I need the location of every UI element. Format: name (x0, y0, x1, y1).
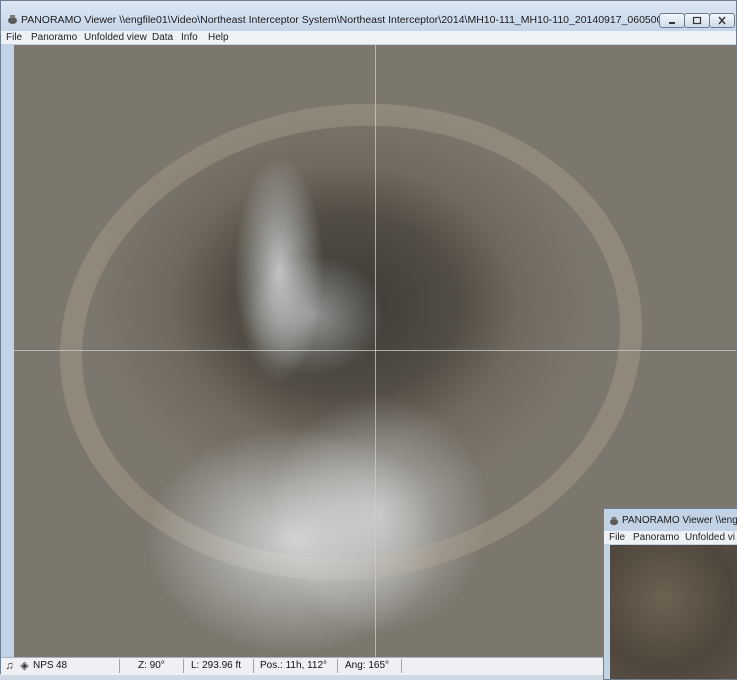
water-flow (144, 425, 444, 655)
status-bar: ♫ ◈ NPS 48 Z: 90° L: 293.96 ft Pos.: 11h… (1, 657, 736, 675)
menu-info[interactable]: Info (181, 32, 198, 43)
menu-data[interactable]: Data (152, 32, 174, 43)
window-title: PANORAMO Viewer \\engfile01\Video\Northe… (21, 14, 694, 26)
maximize-button[interactable] (684, 13, 710, 28)
menu-panoramo[interactable]: Panoramo (31, 32, 78, 43)
crosshair-vertical (375, 45, 376, 657)
length-readout: L: 293.96 ft (191, 660, 242, 671)
second-menu-unfolded-view[interactable]: Unfolded vi (685, 532, 736, 543)
position-readout: Pos.: 11h, 112° (260, 660, 328, 671)
second-menu-panoramo[interactable]: Panoramo (633, 532, 680, 543)
close-icon (718, 16, 726, 25)
second-menu-bar: File Panoramo Unfolded vi (604, 531, 737, 544)
second-menu-file[interactable]: File (609, 532, 626, 543)
second-pipe-view[interactable] (610, 545, 737, 679)
nps-label: NPS (33, 660, 54, 671)
zoom-readout: Z: 90° (138, 660, 165, 671)
status-separator (401, 659, 402, 673)
crosshair-horizontal (14, 350, 736, 351)
angle-readout: Ang: 165° (345, 660, 390, 671)
second-window-title: PANORAMO Viewer \\engf (622, 515, 737, 526)
status-separator (337, 659, 338, 673)
menu-bar: File Panoramo Unfolded view Data Info He… (1, 31, 736, 44)
menu-help[interactable]: Help (208, 32, 229, 43)
close-button[interactable] (709, 13, 735, 28)
menu-file[interactable]: File (6, 32, 23, 43)
app-icon (609, 516, 619, 526)
orientation-icon[interactable]: ◈ (20, 660, 29, 672)
audio-icon[interactable]: ♫ (5, 660, 14, 672)
status-separator (119, 659, 120, 673)
title-bar[interactable]: PANORAMO Viewer \\engfile01\Video\Northe… (1, 1, 736, 31)
status-separator (253, 659, 254, 673)
minimize-icon (669, 22, 675, 24)
app-icon (8, 15, 17, 24)
status-separator (183, 659, 184, 673)
nps-value: 48 (56, 660, 68, 671)
menu-unfolded-view[interactable]: Unfolded view (84, 32, 147, 43)
minimize-button[interactable] (659, 13, 685, 28)
water-spray (234, 155, 324, 385)
second-viewer-window[interactable]: PANORAMO Viewer \\engf File Panoramo Unf… (603, 508, 737, 680)
maximize-icon (692, 16, 702, 25)
